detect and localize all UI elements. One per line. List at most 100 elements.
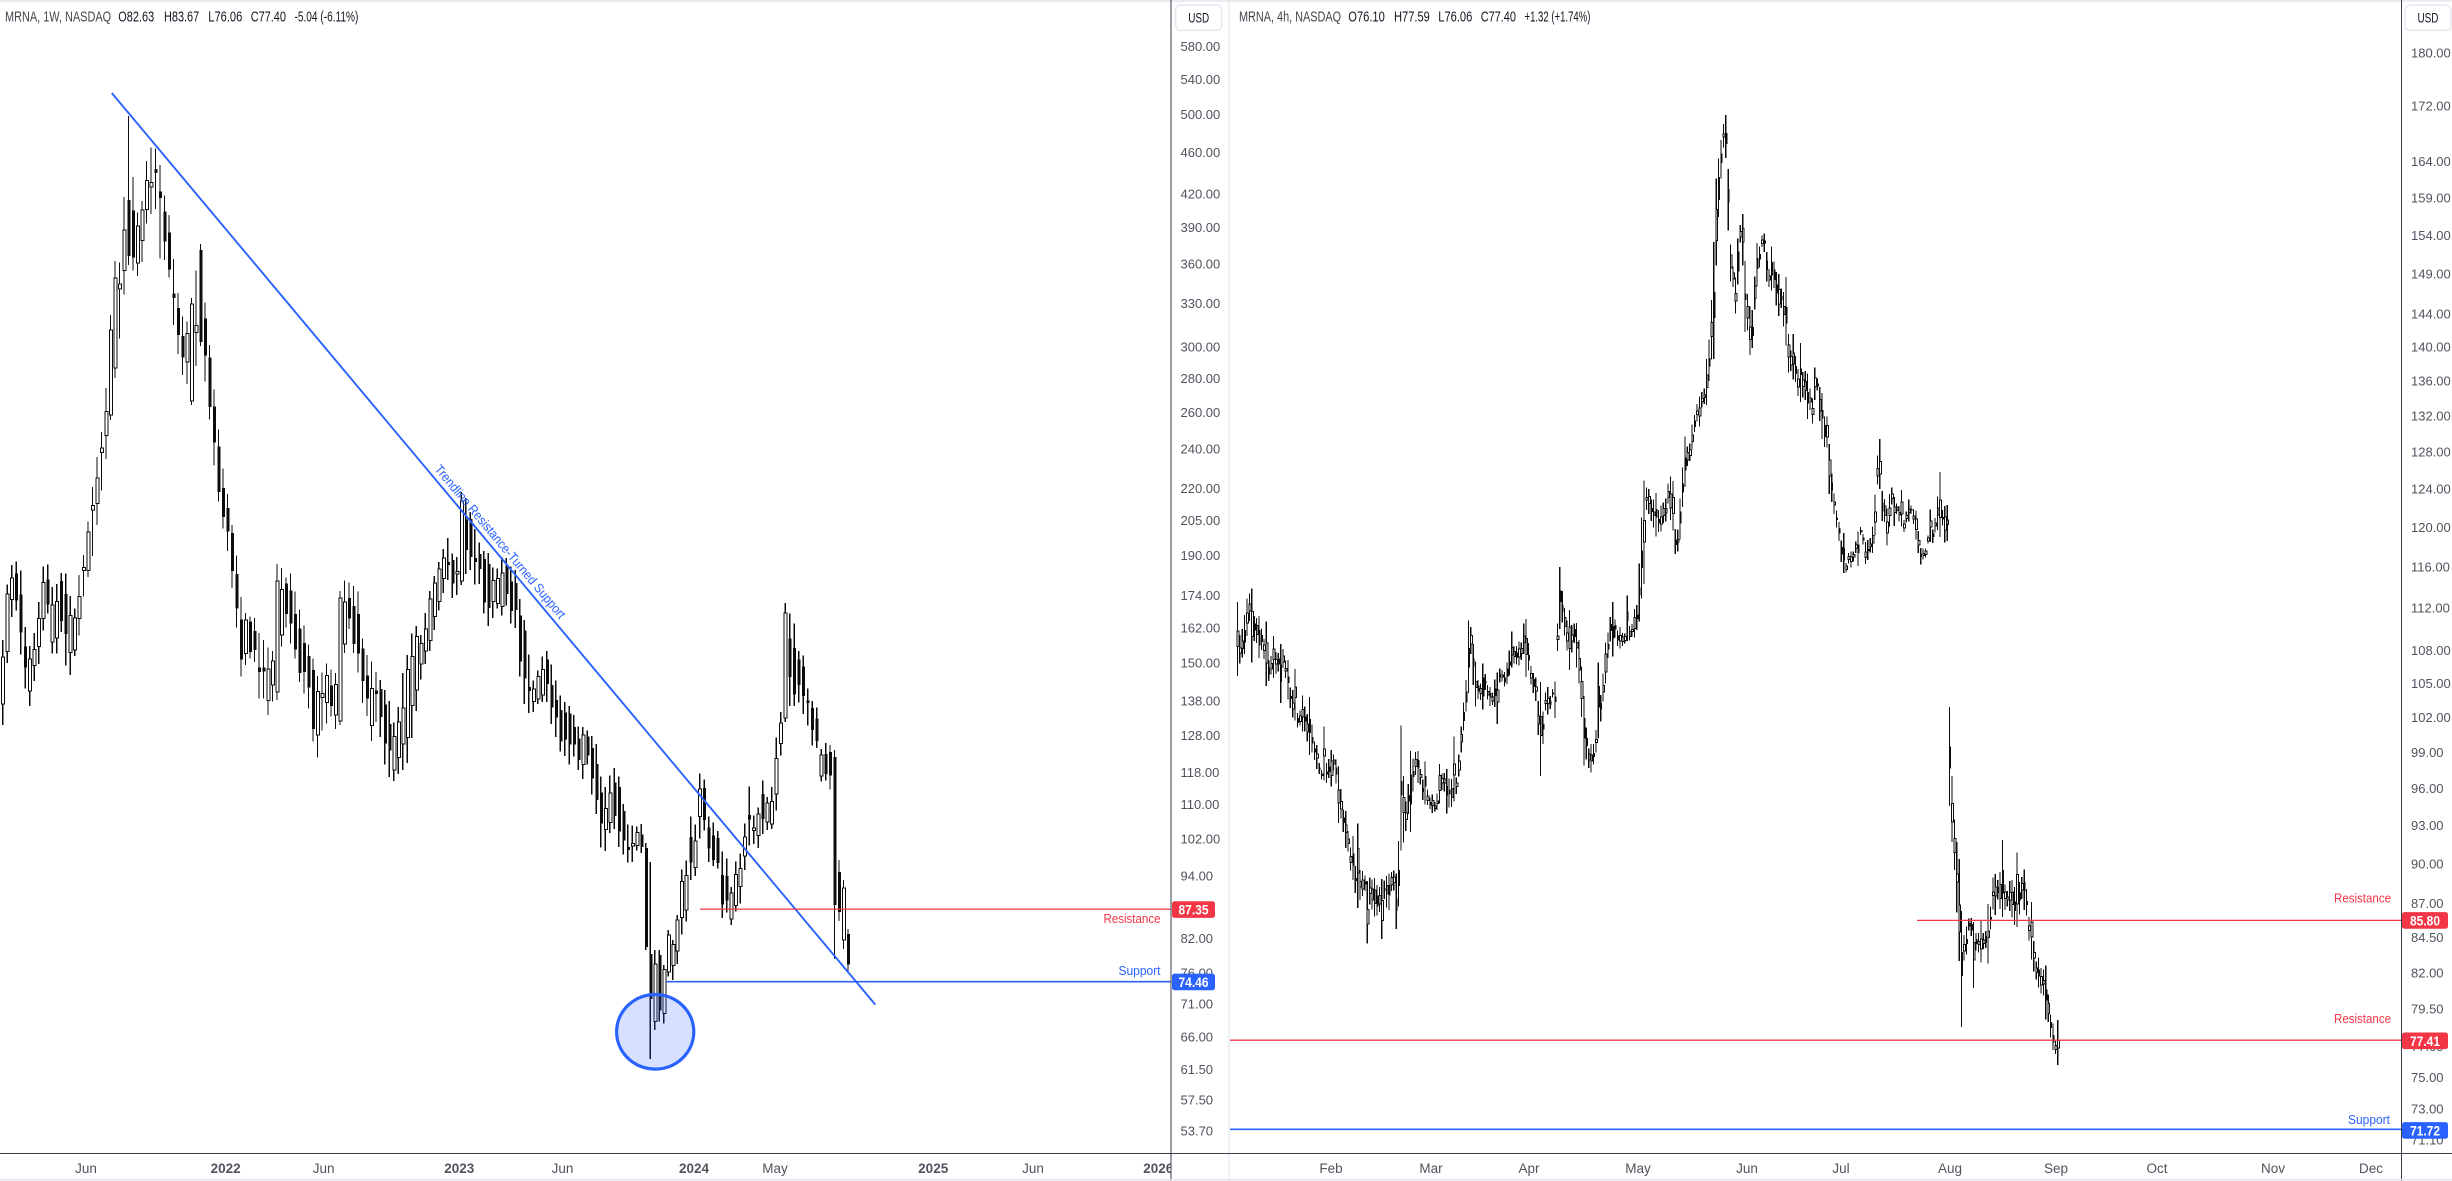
- svg-text:Aug: Aug: [1938, 1161, 1962, 1176]
- svg-text:180.00: 180.00: [2411, 45, 2451, 60]
- svg-text:71.72: 71.72: [2410, 1123, 2440, 1138]
- svg-text:128.00: 128.00: [1181, 728, 1221, 743]
- svg-text:580.00: 580.00: [1181, 39, 1221, 54]
- svg-text:Oct: Oct: [2146, 1161, 2167, 1176]
- svg-text:Support: Support: [1119, 963, 1161, 978]
- svg-text:360.00: 360.00: [1181, 257, 1221, 272]
- svg-text:136.00: 136.00: [2411, 373, 2451, 388]
- svg-text:159.00: 159.00: [2411, 191, 2451, 206]
- svg-text:2022: 2022: [211, 1161, 241, 1176]
- svg-text:138.00: 138.00: [1181, 694, 1221, 709]
- svg-text:H77.59: H77.59: [1394, 9, 1430, 25]
- svg-text:102.00: 102.00: [2411, 710, 2451, 725]
- svg-text:Apr: Apr: [1518, 1161, 1540, 1176]
- svg-text:Sep: Sep: [2044, 1161, 2068, 1176]
- svg-text:2024: 2024: [679, 1161, 710, 1176]
- svg-text:220.00: 220.00: [1181, 481, 1221, 496]
- svg-text:C77.40: C77.40: [1481, 9, 1516, 25]
- svg-text:162.00: 162.00: [1181, 621, 1221, 636]
- svg-text:87.35: 87.35: [1179, 903, 1209, 918]
- svg-text:330.00: 330.00: [1181, 296, 1221, 311]
- svg-text:53.70: 53.70: [1181, 1124, 1214, 1139]
- svg-text:96.00: 96.00: [2411, 781, 2444, 796]
- svg-text:110.00: 110.00: [1181, 797, 1220, 812]
- svg-text:132.00: 132.00: [2411, 408, 2451, 423]
- svg-text:77.41: 77.41: [2410, 1034, 2440, 1049]
- svg-text:84.50: 84.50: [2411, 930, 2444, 945]
- svg-text:172.00: 172.00: [2411, 99, 2451, 114]
- svg-text:300.00: 300.00: [1181, 340, 1221, 355]
- svg-text:Jun: Jun: [1022, 1161, 1044, 1176]
- svg-text:Feb: Feb: [1319, 1161, 1342, 1176]
- svg-text:144.00: 144.00: [2411, 306, 2451, 321]
- svg-text:O82.63: O82.63: [118, 9, 154, 25]
- svg-text:L76.06: L76.06: [1438, 9, 1472, 25]
- svg-text:390.00: 390.00: [1181, 220, 1221, 235]
- svg-text:L76.06: L76.06: [208, 9, 242, 25]
- svg-text:82.00: 82.00: [1181, 931, 1214, 946]
- svg-text:154.00: 154.00: [2411, 228, 2451, 243]
- svg-text:Resistance: Resistance: [1104, 911, 1161, 926]
- svg-text:420.00: 420.00: [1181, 186, 1221, 201]
- svg-text:93.00: 93.00: [2411, 818, 2444, 833]
- svg-text:128.00: 128.00: [2411, 444, 2451, 459]
- svg-text:94.00: 94.00: [1181, 869, 1214, 884]
- svg-text:116.00: 116.00: [2411, 560, 2450, 575]
- svg-text:Resistance: Resistance: [2334, 891, 2391, 906]
- svg-text:99.00: 99.00: [2411, 745, 2444, 760]
- svg-text:Jun: Jun: [313, 1161, 335, 1176]
- svg-text:280.00: 280.00: [1181, 371, 1221, 386]
- svg-text:May: May: [762, 1161, 788, 1176]
- svg-text:460.00: 460.00: [1181, 145, 1221, 160]
- svg-text:190.00: 190.00: [1181, 548, 1221, 563]
- svg-text:118.00: 118.00: [1181, 765, 1220, 780]
- svg-text:74.46: 74.46: [1179, 975, 1209, 990]
- svg-text:79.50: 79.50: [2411, 1002, 2444, 1017]
- svg-text:112.00: 112.00: [2411, 601, 2450, 616]
- svg-text:MRNA, 1W, NASDAQ: MRNA, 1W, NASDAQ: [5, 9, 111, 25]
- svg-text:USD: USD: [1188, 10, 1209, 25]
- svg-text:May: May: [1625, 1161, 1651, 1176]
- svg-text:C77.40: C77.40: [251, 9, 286, 25]
- svg-text:Jun: Jun: [1736, 1161, 1758, 1176]
- svg-text:73.00: 73.00: [2411, 1101, 2444, 1116]
- svg-text:O76.10: O76.10: [1348, 9, 1385, 25]
- svg-text:105.00: 105.00: [2411, 676, 2451, 691]
- svg-text:108.00: 108.00: [2411, 643, 2451, 658]
- svg-text:500.00: 500.00: [1181, 107, 1221, 122]
- svg-text:82.00: 82.00: [2411, 965, 2444, 980]
- svg-text:87.00: 87.00: [2411, 896, 2444, 911]
- svg-text:140.00: 140.00: [2411, 339, 2451, 354]
- svg-text:Dec: Dec: [2359, 1161, 2383, 1176]
- svg-text:Support: Support: [2348, 1112, 2390, 1127]
- svg-text:150.00: 150.00: [1181, 656, 1221, 671]
- svg-text:85.80: 85.80: [2410, 913, 2440, 928]
- svg-text:USD: USD: [2418, 10, 2439, 25]
- svg-text:2023: 2023: [444, 1161, 475, 1176]
- svg-text:+1.32 (+1.74%): +1.32 (+1.74%): [1525, 9, 1591, 25]
- svg-text:102.00: 102.00: [1181, 831, 1221, 846]
- svg-text:Nov: Nov: [2261, 1161, 2285, 1176]
- svg-text:Mar: Mar: [1419, 1161, 1443, 1176]
- svg-text:174.00: 174.00: [1181, 588, 1221, 603]
- svg-text:164.00: 164.00: [2411, 154, 2451, 169]
- svg-text:124.00: 124.00: [2411, 481, 2451, 496]
- svg-text:Jul: Jul: [1832, 1161, 1849, 1176]
- svg-text:MRNA, 4h, NASDAQ: MRNA, 4h, NASDAQ: [1239, 9, 1341, 25]
- svg-text:57.50: 57.50: [1181, 1093, 1214, 1108]
- svg-text:-5.04 (-6.11%): -5.04 (-6.11%): [295, 9, 359, 25]
- svg-text:205.00: 205.00: [1181, 513, 1221, 528]
- svg-text:66.00: 66.00: [1181, 1030, 1214, 1045]
- svg-text:61.50: 61.50: [1181, 1062, 1214, 1077]
- svg-text:71.00: 71.00: [1181, 996, 1214, 1011]
- svg-text:H83.67: H83.67: [164, 9, 199, 25]
- svg-text:260.00: 260.00: [1181, 405, 1221, 420]
- svg-text:240.00: 240.00: [1181, 441, 1221, 456]
- svg-text:Resistance: Resistance: [2334, 1011, 2391, 1026]
- svg-text:540.00: 540.00: [1181, 72, 1221, 87]
- svg-text:2026: 2026: [1143, 1161, 1174, 1176]
- svg-text:149.00: 149.00: [2411, 267, 2451, 282]
- svg-text:90.00: 90.00: [2411, 857, 2444, 872]
- svg-text:2025: 2025: [918, 1161, 949, 1176]
- svg-text:Jun: Jun: [75, 1161, 97, 1176]
